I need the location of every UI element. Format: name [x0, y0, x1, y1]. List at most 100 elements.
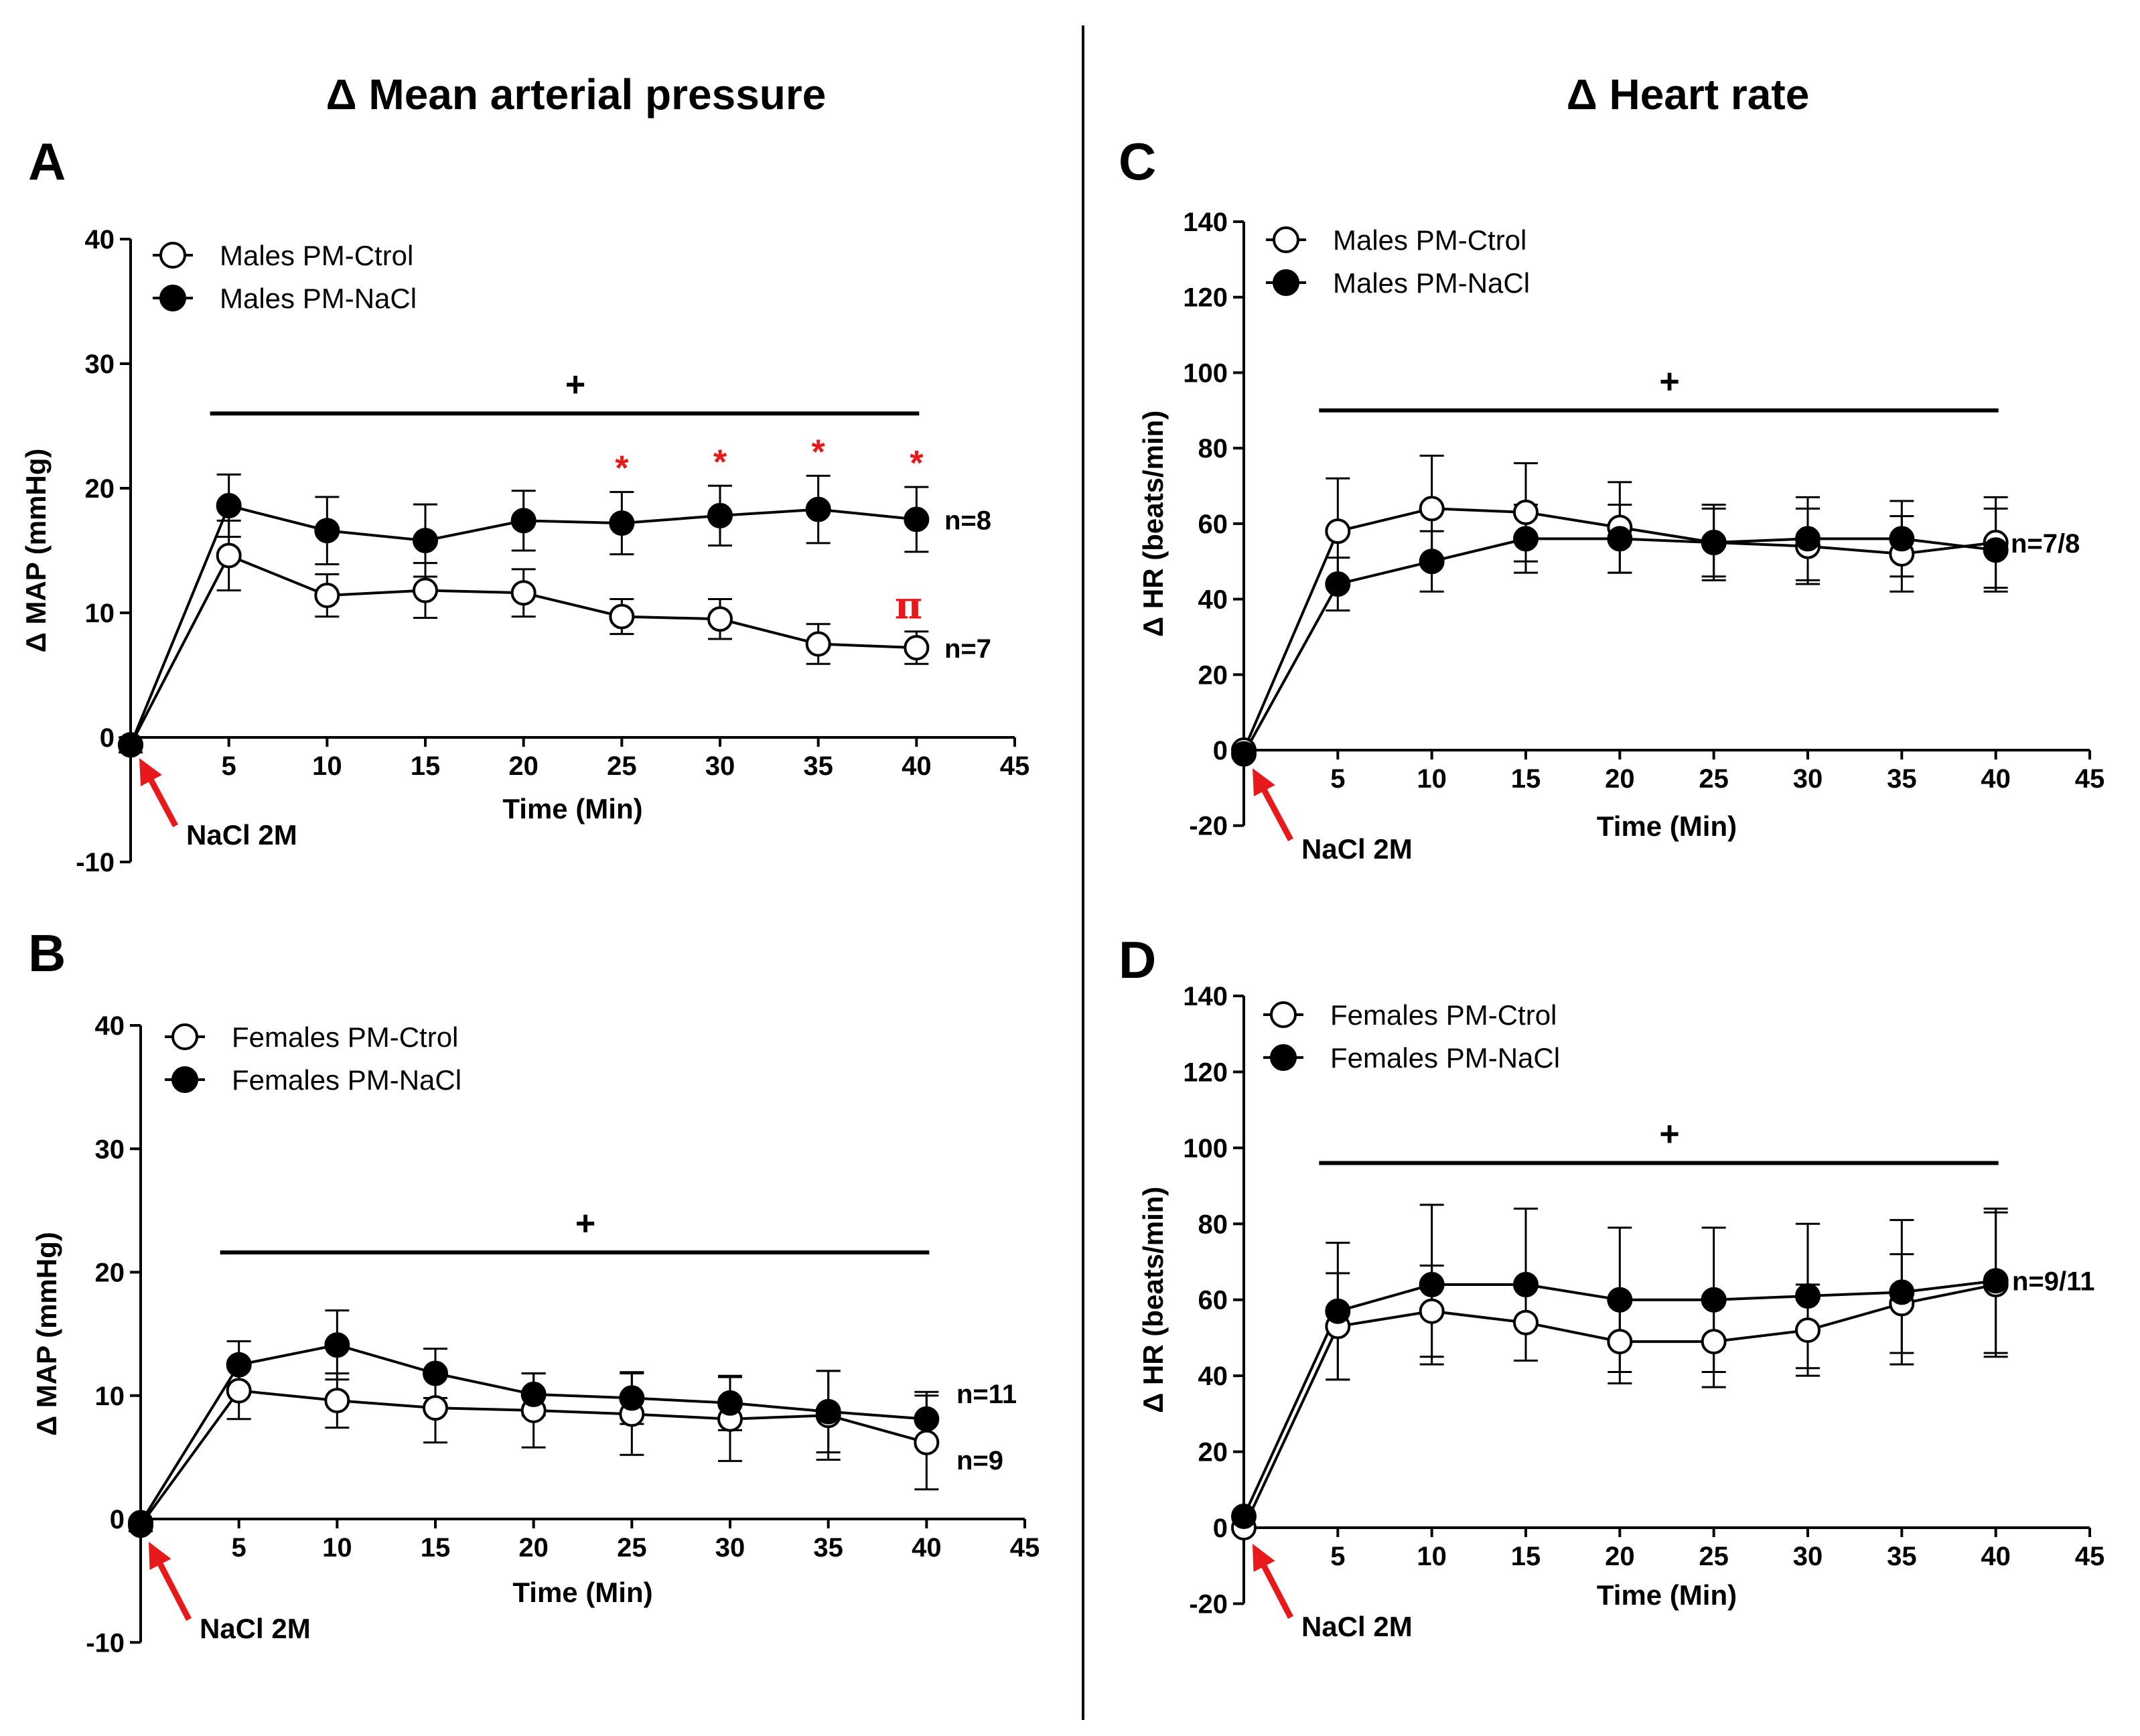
- red-arrow-icon: [1253, 1544, 1275, 1573]
- significance-star: *: [713, 443, 727, 482]
- y-tick-label: 120: [1183, 283, 1228, 313]
- legend-marker-open: [171, 1023, 198, 1050]
- y-tick-label: 40: [95, 1011, 125, 1041]
- significance-plus: +: [1659, 1115, 1679, 1154]
- significance-star: *: [615, 449, 629, 488]
- data-point-open: [1795, 1317, 1821, 1344]
- x-tick-label: 20: [518, 1533, 549, 1563]
- legend-label: Males PM-Ctrol: [220, 240, 413, 271]
- x-tick-label: 30: [705, 751, 735, 781]
- y-tick-label: 80: [1198, 1210, 1228, 1239]
- y-tick-label: 60: [1198, 510, 1228, 539]
- significance-pi: π: [895, 584, 922, 628]
- panel-label: B: [28, 924, 66, 983]
- significance-star: *: [910, 444, 924, 483]
- legend-marker-filled: [159, 285, 186, 311]
- data-point-filled: [707, 502, 733, 528]
- data-point-filled: [1231, 741, 1257, 767]
- legend-marker-filled: [1270, 1044, 1297, 1071]
- data-point-open: [423, 1395, 448, 1421]
- y-tick-label: 140: [1183, 982, 1228, 1011]
- panel-b: B -10 0 10 20 30 40 5 10 15 20 25 30 35 40 45 Time (Min)…: [28, 924, 1040, 1658]
- data-point-filled: [1795, 526, 1821, 552]
- n-label: n=9/11: [2012, 1267, 2094, 1296]
- y-tick-label: 0: [110, 1505, 125, 1534]
- n-label: n=9: [956, 1446, 1003, 1475]
- x-tick-label: 25: [1699, 1542, 1729, 1571]
- data-point-filled: [805, 496, 831, 522]
- data-point-open: [1513, 1309, 1539, 1335]
- data-point-open: [1701, 1329, 1727, 1355]
- data-point-filled: [314, 518, 340, 544]
- arrow-label: NaCl 2M: [1301, 833, 1413, 865]
- y-tick-label: 20: [1198, 1438, 1228, 1467]
- y-tick-label: 100: [1183, 1134, 1228, 1163]
- significance-star: *: [812, 433, 826, 472]
- n-label: n=11: [956, 1380, 1017, 1409]
- x-tick-label: 35: [803, 751, 833, 781]
- x-tick-label: 15: [1511, 764, 1541, 794]
- data-point-filled: [216, 493, 242, 519]
- x-tick-label: 25: [1699, 764, 1729, 794]
- y-tick-label: 0: [100, 723, 115, 753]
- x-tick-label: 5: [1330, 1542, 1345, 1571]
- data-point-filled: [1889, 526, 1915, 552]
- y-axis-title: Δ HR (beats/min): [1137, 411, 1169, 637]
- data-point-open: [1419, 1298, 1445, 1324]
- x-tick-label: 45: [2075, 1542, 2105, 1571]
- y-tick-label: 40: [1198, 585, 1228, 615]
- data-point-filled: [128, 1510, 153, 1536]
- data-point-filled: [118, 732, 143, 758]
- panel-label: A: [28, 132, 66, 191]
- y-tick-label: 140: [1183, 208, 1228, 237]
- data-point-filled: [1701, 530, 1727, 556]
- y-tick-label: 100: [1183, 358, 1228, 388]
- y-tick-label: 20: [85, 474, 115, 504]
- y-tick-label: 10: [85, 599, 115, 628]
- x-tick-label: 15: [411, 751, 441, 781]
- y-tick-label: -20: [1189, 1589, 1228, 1619]
- red-arrow-icon: [149, 1542, 171, 1571]
- n-label: n=7/8: [2011, 529, 2080, 559]
- data-point-filled: [717, 1390, 743, 1416]
- data-point-open: [1325, 518, 1351, 545]
- panel-d: D -20 0 20 40 60 80 100 120 140 5 10 15 20 25 30 35 40 45 T…: [1119, 930, 2105, 1642]
- x-tick-label: 20: [508, 751, 539, 781]
- legend-label: Males PM-Ctrol: [1333, 224, 1526, 256]
- legend-marker-open: [159, 242, 186, 269]
- data-point-filled: [1795, 1283, 1821, 1309]
- data-point-filled: [619, 1385, 645, 1411]
- n-label: n=8: [944, 506, 991, 536]
- x-tick-label: 45: [2075, 764, 2105, 794]
- legend-marker-filled: [171, 1066, 198, 1093]
- legend-marker-filled: [1273, 269, 1299, 296]
- y-tick-label: 80: [1198, 434, 1228, 463]
- y-tick-label: 40: [85, 225, 115, 255]
- x-tick-label: 30: [1793, 764, 1823, 794]
- y-tick-label: 20: [1198, 660, 1228, 690]
- y-tick-label: 20: [95, 1258, 125, 1288]
- data-point-filled: [1513, 526, 1539, 552]
- red-arrow-icon: [139, 758, 162, 786]
- y-tick-label: 30: [95, 1135, 125, 1164]
- x-tick-label: 25: [607, 751, 637, 781]
- data-point-filled: [1889, 1279, 1915, 1305]
- data-point-filled: [324, 1332, 350, 1358]
- y-tick-label: -20: [1189, 812, 1228, 841]
- data-point-open: [609, 603, 635, 630]
- y-tick-label: 0: [1213, 736, 1228, 766]
- data-point-open: [805, 631, 831, 657]
- data-point-open: [510, 580, 537, 606]
- map-column-header: Δ Mean arterial pressure: [326, 70, 827, 119]
- data-point-open: [707, 606, 733, 632]
- arrow-label: NaCl 2M: [1301, 1611, 1413, 1642]
- x-tick-label: 5: [222, 751, 236, 781]
- data-point-open: [1419, 496, 1445, 522]
- data-point-filled: [1513, 1272, 1539, 1298]
- legend-label: Females PM-Ctrol: [232, 1021, 458, 1053]
- data-point-open: [314, 582, 340, 608]
- data-point-filled: [904, 506, 930, 532]
- x-tick-label: 40: [902, 751, 932, 781]
- data-point-filled: [914, 1406, 940, 1432]
- data-point-open: [226, 1378, 252, 1404]
